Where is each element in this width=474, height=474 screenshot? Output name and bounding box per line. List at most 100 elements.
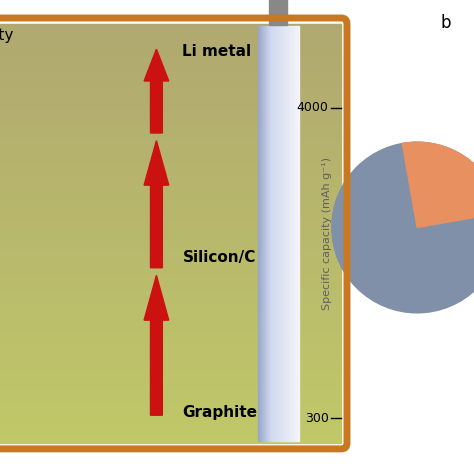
Bar bbox=[0, 136, 341, 139]
Bar bbox=[0, 104, 341, 108]
Bar bbox=[0, 128, 341, 132]
Bar bbox=[0, 167, 341, 171]
Bar bbox=[296, 26, 297, 441]
Bar bbox=[285, 26, 286, 441]
Bar bbox=[267, 26, 268, 441]
Bar bbox=[279, 26, 280, 441]
Bar bbox=[0, 69, 341, 73]
Bar bbox=[0, 45, 341, 48]
Bar bbox=[0, 429, 341, 433]
Bar bbox=[284, 26, 285, 441]
Bar bbox=[0, 440, 341, 443]
Bar bbox=[0, 352, 341, 356]
Bar bbox=[269, 0, 287, 25]
Bar bbox=[0, 426, 341, 429]
Bar bbox=[272, 26, 273, 441]
Bar bbox=[0, 394, 341, 398]
Bar bbox=[0, 307, 341, 310]
Bar bbox=[0, 286, 341, 289]
Bar bbox=[298, 26, 299, 441]
Bar bbox=[276, 26, 277, 441]
Bar bbox=[0, 366, 341, 370]
Bar bbox=[288, 26, 289, 441]
Bar bbox=[270, 26, 271, 441]
Bar bbox=[0, 223, 341, 227]
Bar bbox=[0, 310, 341, 314]
Bar bbox=[0, 209, 341, 212]
Bar bbox=[0, 199, 341, 202]
Bar bbox=[0, 419, 341, 422]
Bar bbox=[0, 41, 341, 45]
Bar bbox=[290, 26, 291, 441]
Text: Li metal: Li metal bbox=[182, 44, 252, 59]
Bar bbox=[0, 150, 341, 153]
Bar bbox=[0, 153, 341, 156]
Text: ensity: ensity bbox=[0, 28, 13, 44]
Bar bbox=[0, 191, 341, 195]
Bar bbox=[0, 289, 341, 293]
Wedge shape bbox=[402, 142, 474, 228]
Bar bbox=[0, 139, 341, 143]
Bar bbox=[266, 26, 267, 441]
Bar bbox=[0, 377, 341, 380]
Bar bbox=[0, 184, 341, 188]
Bar bbox=[0, 188, 341, 191]
Bar bbox=[0, 296, 341, 300]
Bar bbox=[0, 171, 341, 174]
Bar bbox=[0, 398, 341, 401]
Bar bbox=[0, 247, 341, 251]
Bar bbox=[294, 26, 295, 441]
Bar bbox=[286, 26, 287, 441]
Bar bbox=[289, 26, 290, 441]
Bar bbox=[0, 216, 341, 219]
Bar bbox=[281, 26, 282, 441]
Bar bbox=[0, 380, 341, 384]
Bar bbox=[0, 300, 341, 303]
Polygon shape bbox=[144, 49, 169, 133]
Bar bbox=[0, 244, 341, 247]
Bar bbox=[260, 26, 261, 441]
Circle shape bbox=[332, 142, 474, 313]
Bar bbox=[0, 359, 341, 363]
Bar bbox=[0, 240, 341, 244]
Bar bbox=[0, 272, 341, 275]
Bar bbox=[0, 234, 341, 237]
Bar bbox=[0, 97, 341, 100]
Bar bbox=[275, 26, 276, 441]
Bar bbox=[0, 338, 341, 342]
Bar bbox=[0, 303, 341, 307]
Bar bbox=[0, 324, 341, 328]
Bar bbox=[265, 26, 266, 441]
Bar bbox=[0, 251, 341, 255]
Bar bbox=[280, 26, 281, 441]
Bar bbox=[0, 356, 341, 359]
Bar bbox=[0, 202, 341, 206]
Bar bbox=[0, 370, 341, 374]
Bar bbox=[258, 26, 259, 441]
Bar bbox=[0, 55, 341, 59]
Bar bbox=[0, 265, 341, 268]
Text: Silicon/C: Silicon/C bbox=[182, 250, 256, 265]
Bar bbox=[269, 26, 270, 441]
Bar bbox=[0, 122, 341, 125]
Polygon shape bbox=[144, 141, 169, 268]
Bar bbox=[0, 181, 341, 184]
Bar bbox=[0, 48, 341, 52]
Text: Graphite: Graphite bbox=[182, 405, 257, 420]
Bar bbox=[282, 26, 283, 441]
Bar bbox=[0, 178, 341, 181]
Bar bbox=[263, 26, 264, 441]
Bar bbox=[0, 268, 341, 272]
Bar bbox=[0, 349, 341, 352]
Bar bbox=[0, 118, 341, 121]
Bar bbox=[278, 26, 279, 441]
Bar bbox=[291, 26, 292, 441]
Bar bbox=[0, 335, 341, 338]
Bar bbox=[0, 262, 341, 265]
Bar bbox=[0, 52, 341, 55]
Bar bbox=[259, 26, 260, 441]
Bar bbox=[0, 83, 341, 87]
Bar bbox=[0, 160, 341, 164]
Bar bbox=[0, 90, 341, 94]
Bar bbox=[287, 26, 288, 441]
